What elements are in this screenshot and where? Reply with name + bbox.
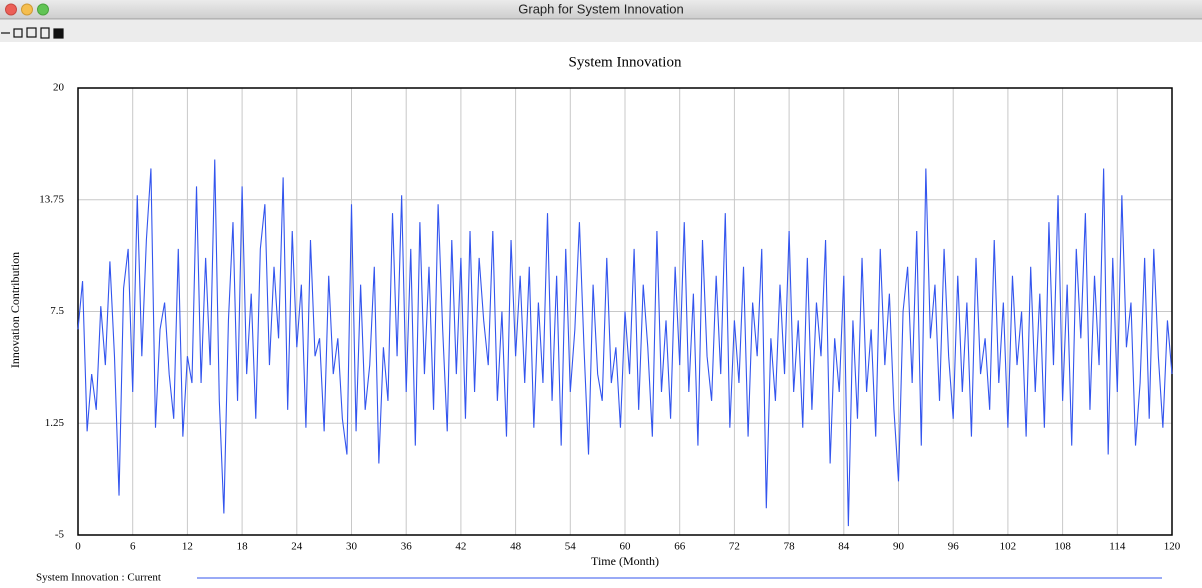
x-tick-label: 120: [1164, 541, 1181, 553]
x-tick-label: 18: [237, 541, 249, 553]
close-button[interactable]: [5, 3, 17, 16]
x-tick-label: 24: [291, 541, 303, 553]
y-axis-title: Innovation Contribution: [8, 252, 22, 368]
clipboard-icon[interactable]: [40, 27, 50, 39]
minimize-button[interactable]: [21, 3, 33, 16]
save-icon[interactable]: [53, 28, 64, 39]
x-tick-label: 96: [948, 541, 960, 553]
x-tick-label: 48: [510, 541, 522, 553]
y-tick-label: 20: [53, 82, 65, 94]
y-tick-label: 7.5: [50, 305, 64, 317]
plot-frame: [77, 87, 1173, 536]
x-tick-label: 36: [401, 541, 413, 553]
lock-icon[interactable]: [13, 28, 23, 38]
title-bar: [0, 0, 1202, 19]
x-tick-label: 84: [838, 541, 850, 553]
y-tick-label: -5: [55, 529, 65, 541]
x-axis-title: Time (Month): [591, 554, 659, 568]
x-tick-label: 108: [1054, 541, 1071, 553]
print-icon[interactable]: [26, 27, 37, 38]
legend-label: System Innovation : Current: [36, 572, 161, 584]
y-tick-label: 1.25: [45, 417, 65, 429]
toolbar: [0, 20, 1202, 42]
x-tick-label: 60: [620, 541, 632, 553]
x-tick-label: 90: [893, 541, 905, 553]
zoom-button[interactable]: [37, 3, 49, 16]
x-tick-label: 102: [1000, 541, 1017, 553]
x-tick-label: 12: [182, 541, 193, 553]
y-tick-label: 13.75: [39, 193, 64, 205]
window-title: Graph for System Innovation: [518, 1, 683, 16]
x-tick-label: 54: [565, 541, 577, 553]
x-tick-label: 30: [346, 541, 358, 553]
chart-title: System Innovation: [569, 54, 682, 70]
x-tick-label: 114: [1109, 541, 1126, 553]
x-tick-label: 66: [674, 541, 686, 553]
data-line: [77, 159, 1173, 527]
x-tick-label: 6: [130, 541, 136, 553]
x-tick-label: 72: [729, 541, 740, 553]
x-tick-label: 78: [784, 541, 796, 553]
x-tick-label: 0: [75, 541, 81, 553]
x-tick-label: 42: [455, 541, 466, 553]
toolbar-icons: [1, 27, 64, 39]
